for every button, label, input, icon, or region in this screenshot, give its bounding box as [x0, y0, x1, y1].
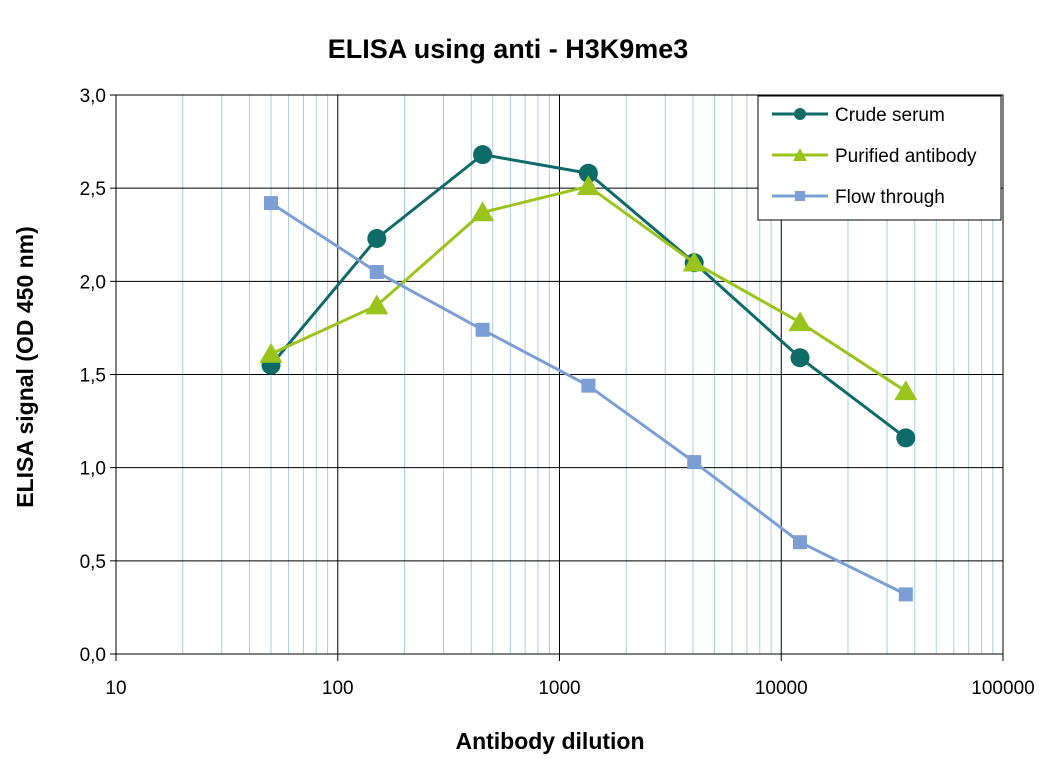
legend-label: Crude serum	[835, 105, 945, 126]
data-point-triangle	[894, 380, 918, 401]
data-point-triangle	[682, 251, 706, 272]
data-point-triangle	[365, 294, 389, 315]
data-point-triangle	[259, 343, 283, 363]
legend: Crude serum Purified antibody Flow through	[757, 95, 1002, 221]
legend-marker	[795, 191, 805, 201]
y-tick-label: 2,5	[80, 179, 106, 200]
x-tick-label: 100000	[971, 678, 1034, 699]
data-point-square	[369, 265, 384, 280]
data-point-circle	[790, 348, 810, 368]
data-series	[259, 145, 918, 602]
x-tick-label: 10000	[755, 678, 808, 699]
y-tick-label: 1,0	[80, 459, 106, 480]
data-point-triangle	[471, 201, 495, 222]
legend-item: Crude serum	[772, 105, 945, 126]
x-tick-label: 10	[105, 678, 126, 699]
y-tick-label: 0,0	[80, 645, 106, 666]
data-point-square	[687, 455, 702, 470]
y-axis-title: ELISA signal (OD 450 nm)	[12, 226, 38, 508]
legend-label: Flow through	[835, 187, 945, 208]
y-tick-label: 1,5	[80, 366, 106, 387]
y-tick-label: 2,0	[80, 272, 106, 293]
data-point-square	[581, 378, 596, 393]
x-tick-label: 100	[322, 678, 354, 699]
axis-ticks: 0,0 0,5 1,0 1,5 2,0 2,5 3,0 10 100 1000 10000 10000…	[80, 86, 1035, 699]
data-point-circle	[367, 228, 387, 248]
y-tick-label: 0,5	[80, 552, 106, 573]
x-tick-label: 1000	[538, 678, 580, 699]
y-tick-label: 3,0	[80, 86, 106, 107]
series-2	[259, 175, 918, 401]
series-line	[270, 201, 907, 596]
data-point-triangle	[788, 311, 812, 332]
data-point-triangle	[576, 175, 600, 196]
series-1	[261, 145, 916, 448]
data-point-square	[898, 587, 913, 602]
legend-item: Purified antibody	[772, 146, 977, 167]
legend-marker	[794, 108, 806, 120]
legend-label: Purified antibody	[835, 146, 977, 167]
data-point-square	[263, 196, 278, 211]
x-axis-title: Antibody dilution	[455, 728, 644, 754]
data-point-square	[475, 322, 490, 337]
chart-title: ELISA using anti - H3K9me3	[328, 34, 689, 64]
legend-item: Flow through	[772, 187, 945, 208]
legend-marker	[793, 148, 807, 161]
data-point-circle	[896, 428, 916, 448]
data-point-circle	[473, 145, 493, 165]
series-3	[263, 196, 913, 602]
data-point-circle	[578, 163, 598, 183]
data-point-square	[793, 535, 808, 550]
